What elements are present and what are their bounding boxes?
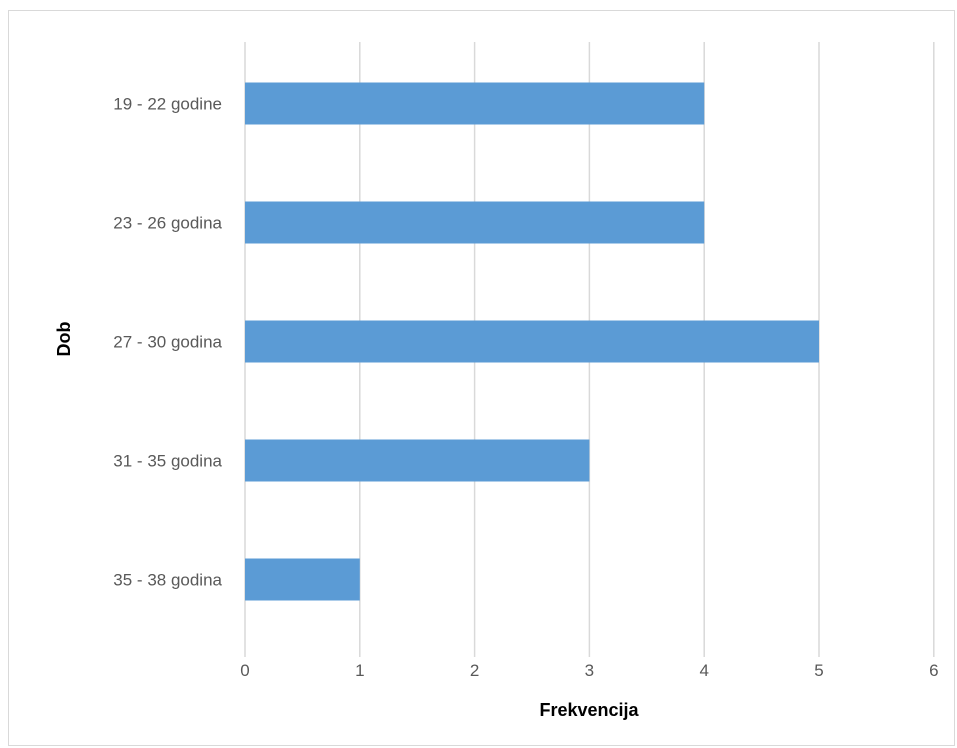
bar	[245, 201, 705, 244]
y-tick-labels: 19 - 22 godine 23 - 26 godina 27 - 30 godi…	[113, 95, 222, 590]
bars	[245, 82, 819, 601]
x-tick-label: 1	[355, 661, 364, 680]
y-tick-label: 23 - 26 godina	[113, 214, 222, 233]
x-tick-label: 0	[240, 661, 249, 680]
x-tick-label: 3	[585, 661, 594, 680]
bar	[245, 558, 360, 601]
y-tick-label: 27 - 30 godina	[113, 333, 222, 352]
bar	[245, 82, 705, 125]
chart-frame	[8, 10, 955, 746]
y-tick-label: 35 - 38 godina	[113, 571, 222, 590]
y-tick-label: 19 - 22 godine	[113, 95, 222, 114]
x-tick-label: 6	[929, 661, 938, 680]
y-tick-label: 31 - 35 godina	[113, 452, 222, 471]
x-tick-label: 2	[470, 661, 479, 680]
x-tick-labels: 0 1 2 3 4 5 6	[240, 661, 938, 680]
bar	[245, 439, 590, 482]
bar	[245, 320, 819, 363]
x-tick-label: 4	[699, 661, 708, 680]
x-tick-label: 5	[814, 661, 823, 680]
x-axis-title: Frekvencija	[539, 700, 639, 720]
y-axis-title: Dob	[54, 322, 74, 357]
